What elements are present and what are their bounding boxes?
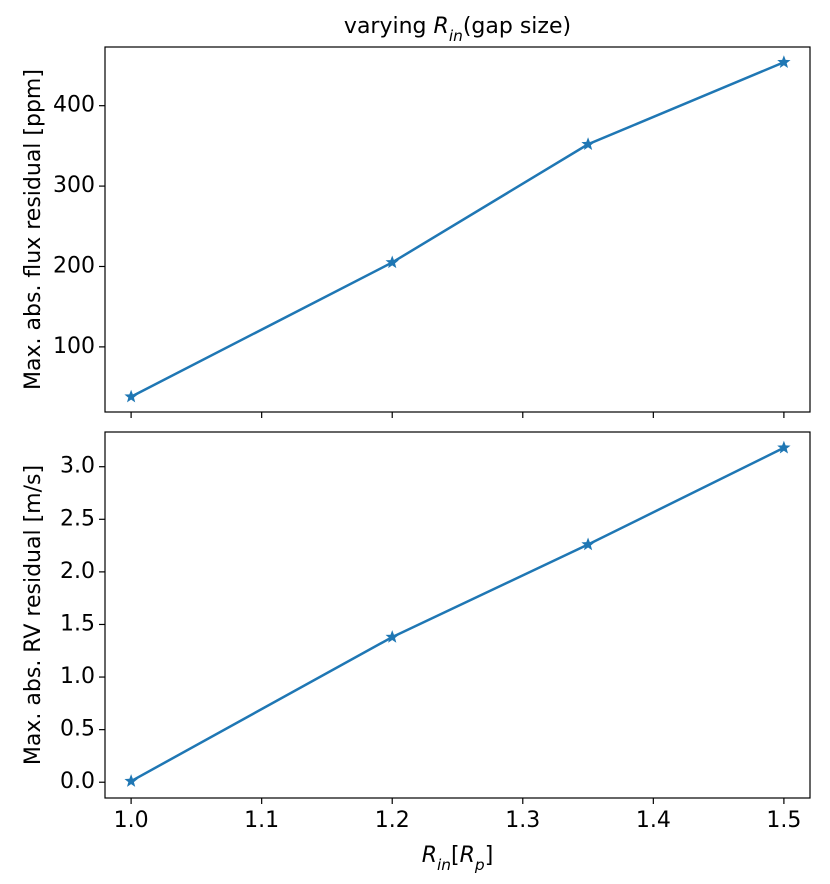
y-tick-label: 3.0	[60, 454, 95, 479]
y-axis-label: Max. abs. flux residual [ppm]	[21, 69, 46, 390]
text-part: p	[474, 856, 485, 874]
y-tick-label: 2.0	[60, 559, 95, 584]
text-part: [	[451, 843, 460, 868]
marker	[124, 389, 138, 403]
y-tick-label: 0.5	[60, 717, 95, 742]
y-tick-label: 1.5	[60, 611, 95, 636]
x-tick-label: 1.1	[244, 808, 279, 833]
x-tick-label: 1.2	[375, 808, 410, 833]
marker	[777, 55, 791, 68]
y-tick-label: 400	[53, 93, 95, 118]
text-part: R	[434, 14, 449, 39]
x-tick-label: 1.0	[114, 808, 149, 833]
marker	[124, 774, 138, 787]
plot-frame	[104, 46, 811, 413]
x-tick-label: 1.3	[505, 808, 540, 833]
series-line	[130, 446, 785, 783]
marker	[385, 255, 399, 269]
y-tick-label: 100	[53, 334, 95, 359]
text-part: R	[460, 843, 475, 868]
text-part: in	[437, 856, 451, 874]
marker	[581, 537, 595, 551]
text-part: ]	[485, 843, 494, 868]
y-tick-label: 2.5	[60, 506, 95, 531]
series-line	[130, 61, 785, 398]
y-axis-label: Max. abs. RV residual [m/s]	[21, 465, 46, 765]
marker	[385, 630, 399, 643]
y-tick-label: 0.0	[60, 769, 95, 794]
x-axis-label: Rin[Rp]	[422, 843, 494, 874]
chart-title: varying Rin(gap size)	[344, 14, 571, 45]
x-tick-label: 1.5	[766, 808, 801, 833]
plot-frame	[104, 431, 811, 799]
marker	[777, 440, 791, 454]
y-tick-label: 300	[53, 173, 95, 198]
y-tick-label: 200	[53, 253, 95, 278]
text-part: in	[449, 27, 463, 45]
x-tick-label: 1.4	[636, 808, 671, 833]
text-part: (gap size)	[463, 14, 571, 39]
text-part: R	[422, 843, 437, 868]
text-part: varying	[344, 14, 434, 39]
y-tick-label: 1.0	[60, 664, 95, 689]
marker	[581, 137, 595, 150]
